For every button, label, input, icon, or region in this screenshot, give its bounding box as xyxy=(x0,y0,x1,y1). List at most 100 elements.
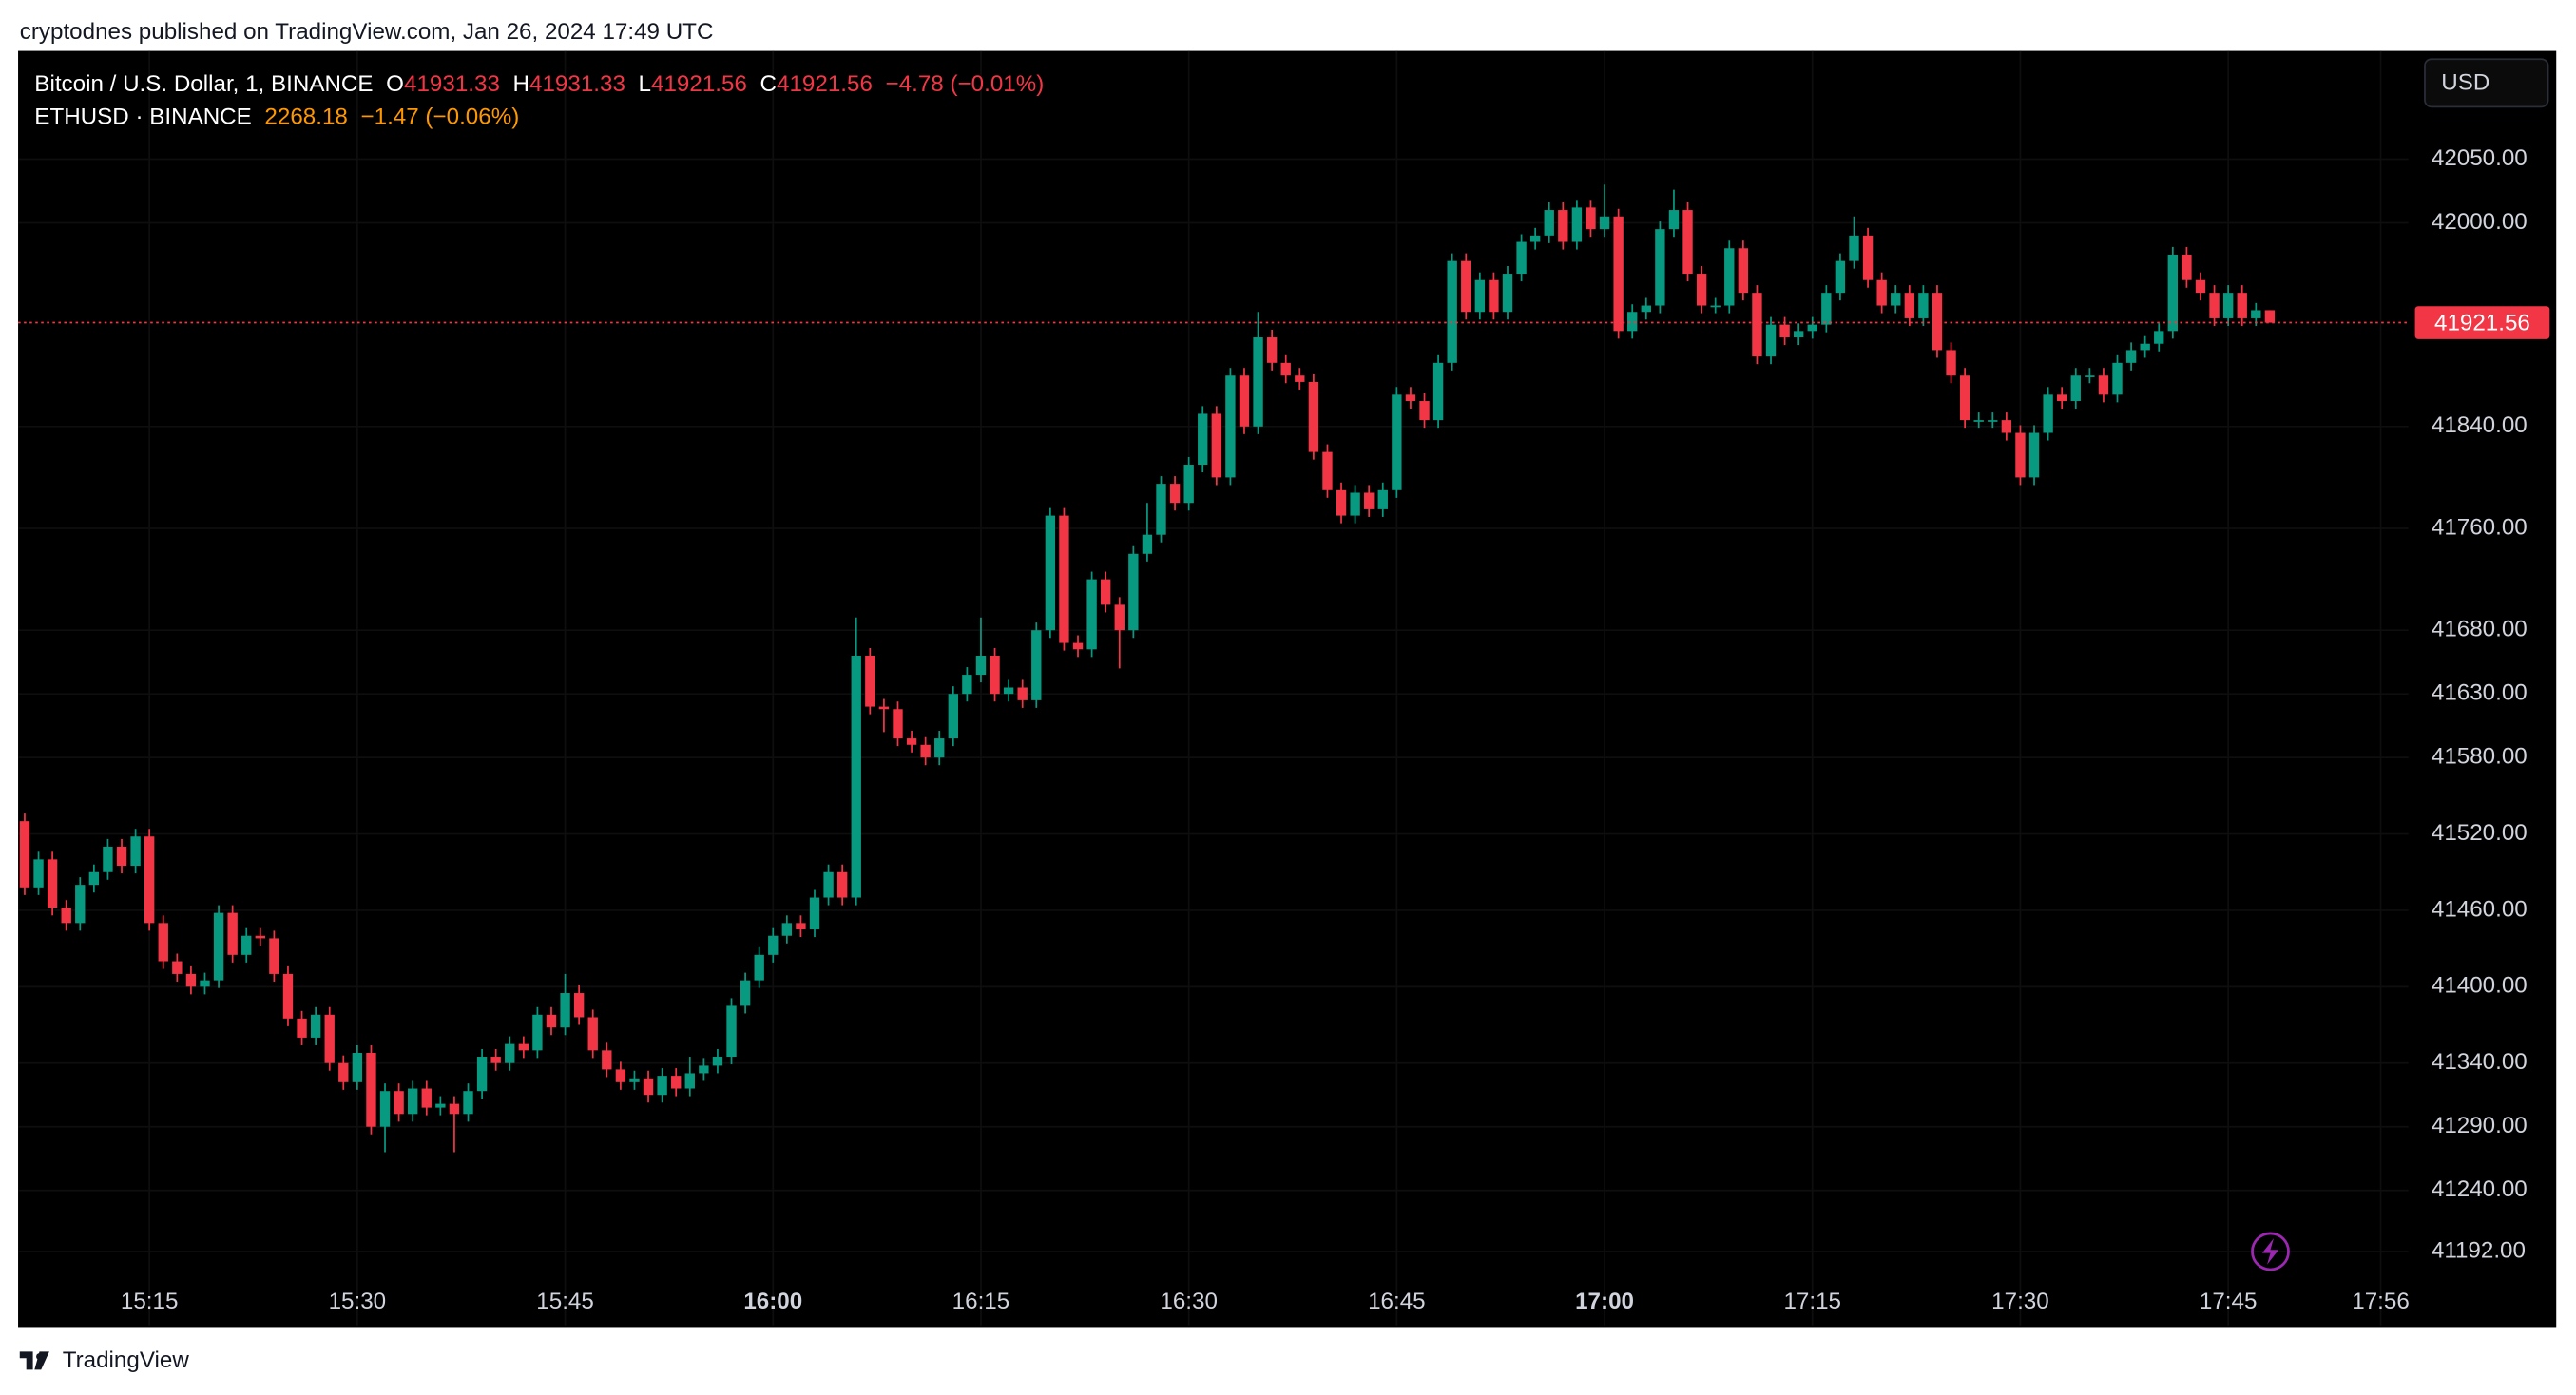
candle-body xyxy=(1198,413,1208,466)
candle-body xyxy=(2237,293,2247,318)
candle-body xyxy=(1544,210,1554,236)
candle-body xyxy=(712,1057,723,1066)
y-tick-label: 42050.00 xyxy=(2432,145,2528,171)
y-tick-label: 41340.00 xyxy=(2432,1049,2528,1075)
candle-body xyxy=(1169,484,1181,504)
alert-icon[interactable] xyxy=(2251,1232,2290,1271)
candle-body xyxy=(1432,362,1444,421)
candle-body xyxy=(1183,465,1194,504)
ohlc-label: L xyxy=(639,71,651,97)
candle-body xyxy=(1876,279,1887,306)
candle-body xyxy=(1571,207,1583,242)
candle-body xyxy=(2209,293,2220,318)
candle-body xyxy=(1918,293,1929,318)
candle-body xyxy=(2251,310,2261,318)
candle-body xyxy=(2070,375,2081,402)
candle-body xyxy=(518,1043,529,1051)
candle-body xyxy=(2140,343,2150,351)
candle-body xyxy=(1627,312,1638,332)
x-tick-label: 15:45 xyxy=(536,1289,594,1314)
candle-body xyxy=(1821,293,1832,325)
candle-body xyxy=(1946,350,1956,376)
candle-body xyxy=(1114,604,1125,631)
candle-body xyxy=(1225,375,1236,478)
x-tick-label: 17:56 xyxy=(2352,1289,2410,1314)
candle-body xyxy=(505,1043,515,1063)
candle-body xyxy=(1336,489,1347,516)
x-tick-label: 15:15 xyxy=(121,1289,179,1314)
logo-dot[interactable] xyxy=(36,1353,43,1361)
candle-body xyxy=(573,993,585,1018)
currency-button[interactable]: USD xyxy=(2424,58,2549,108)
candle-body xyxy=(1017,687,1028,700)
candle-body xyxy=(75,885,86,924)
candle-body xyxy=(1474,279,1486,313)
candle-body xyxy=(2154,331,2164,344)
ohlc-value: 41921.56 xyxy=(651,71,747,97)
candle-body xyxy=(643,1078,654,1096)
candle-body xyxy=(948,694,958,739)
footer-logo[interactable]: TradingView xyxy=(19,1347,190,1373)
footer-text[interactable]: TradingView xyxy=(63,1347,190,1373)
candle-body xyxy=(116,846,127,867)
candle-body xyxy=(1765,324,1777,357)
candle-body xyxy=(532,1014,543,1051)
y-tick-label: 41290.00 xyxy=(2432,1113,2528,1138)
candle-body xyxy=(1586,207,1596,230)
candle-body xyxy=(282,973,294,1019)
candle-body xyxy=(1239,375,1250,427)
candle-body xyxy=(823,871,834,898)
candle-body xyxy=(2222,293,2234,318)
candle-body xyxy=(1128,553,1139,631)
candle-body xyxy=(1142,534,1153,554)
candle-body xyxy=(213,912,224,981)
compare-change: −1.47 (−0.06%) xyxy=(361,105,520,130)
y-tick-label: 41680.00 xyxy=(2432,617,2528,642)
candle-body xyxy=(2098,375,2109,395)
candle-body xyxy=(1891,293,1901,306)
candle-body xyxy=(1447,260,1457,363)
button-bg[interactable] xyxy=(2424,58,2549,108)
legend-row: Bitcoin / U.S. Dollar, 1, BINANCE O41931… xyxy=(34,71,1044,97)
chart-area xyxy=(18,50,2557,1328)
candle-body xyxy=(699,1065,709,1074)
candle-body xyxy=(1862,235,1874,280)
last-price-label: 41921.56 xyxy=(2434,311,2530,336)
candle-body xyxy=(1529,235,1541,242)
candle-body xyxy=(1599,216,1610,230)
candle-body xyxy=(2057,394,2067,402)
candle-body xyxy=(408,1088,418,1115)
icon-ring[interactable] xyxy=(2251,1232,2290,1271)
candle-body xyxy=(629,1078,640,1082)
candle-body xyxy=(2085,375,2095,377)
candle-body xyxy=(560,993,570,1028)
candle-body xyxy=(2195,279,2206,294)
candle-body xyxy=(158,923,168,962)
candle-body xyxy=(1988,420,1998,422)
logo-mark[interactable] xyxy=(19,1351,49,1370)
candle-body xyxy=(2182,254,2192,280)
candle-body xyxy=(1558,210,1568,242)
candle-body xyxy=(47,859,58,908)
candle-body xyxy=(2015,432,2026,478)
candle-body xyxy=(1904,293,1914,318)
candle-body xyxy=(1211,413,1222,478)
candle-body xyxy=(227,912,238,955)
candle-body xyxy=(1350,492,1360,516)
last-price-box xyxy=(2414,306,2550,339)
icon-bolt[interactable] xyxy=(2261,1238,2279,1265)
candle-body xyxy=(1489,279,1499,313)
candle-body xyxy=(1752,293,1762,357)
attribution: cryptodnes published on TradingView.com,… xyxy=(20,19,714,45)
candle-body xyxy=(1502,274,1513,313)
button-label[interactable]: USD xyxy=(2441,70,2489,96)
candle-body xyxy=(615,1069,626,1082)
candle-body xyxy=(19,821,30,888)
candle-body xyxy=(2125,350,2137,363)
ohlc-label: H xyxy=(513,71,529,97)
candle-body xyxy=(1710,305,1721,308)
candle-body xyxy=(338,1062,349,1082)
candle-body xyxy=(241,935,252,955)
candle-body xyxy=(324,1014,335,1063)
candle-body xyxy=(1280,362,1291,376)
